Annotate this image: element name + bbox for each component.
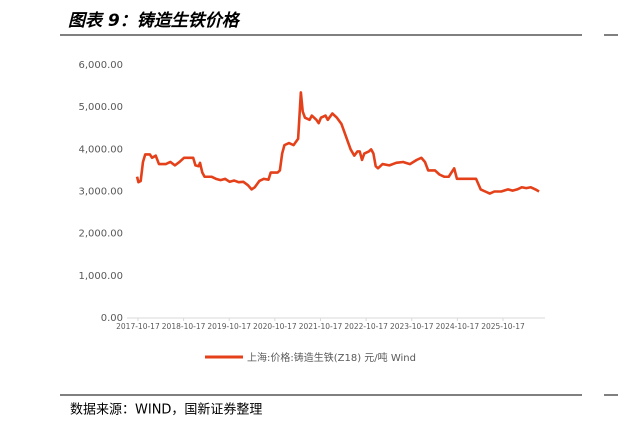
y-tick-label: 3,000.00	[78, 187, 123, 198]
x-tick-label: 2022-10-17	[344, 322, 388, 331]
y-tick-label: 4,000.00	[78, 144, 123, 155]
chart-title: 图表 9：铸造生铁价格	[68, 11, 241, 31]
x-tick-label: 2021-10-17	[299, 322, 343, 331]
y-tick-label: 2,000.00	[78, 229, 123, 240]
x-tick-label: 2017-10-17	[116, 322, 160, 331]
x-tick-label: 2018-10-17	[162, 322, 206, 331]
y-tick-label: 5,000.00	[78, 102, 123, 113]
y-tick-label: 0.00	[101, 313, 123, 324]
y-tick-label: 6,000.00	[78, 60, 123, 71]
x-tick-label: 2019-10-17	[207, 322, 251, 331]
x-tick-label: 2024-10-17	[436, 322, 480, 331]
x-tick-label: 2025-10-17	[481, 322, 525, 331]
price-line	[135, 91, 540, 195]
y-tick-label: 1,000.00	[78, 271, 123, 282]
source-note: 数据来源：WIND，国新证券整理	[70, 402, 262, 418]
x-tick-label: 2020-10-17	[253, 322, 297, 331]
legend-label: 上海:价格:铸造生铁(Z18) 元/吨 Wind	[247, 351, 416, 364]
x-tick-label: 2023-10-17	[390, 322, 434, 331]
